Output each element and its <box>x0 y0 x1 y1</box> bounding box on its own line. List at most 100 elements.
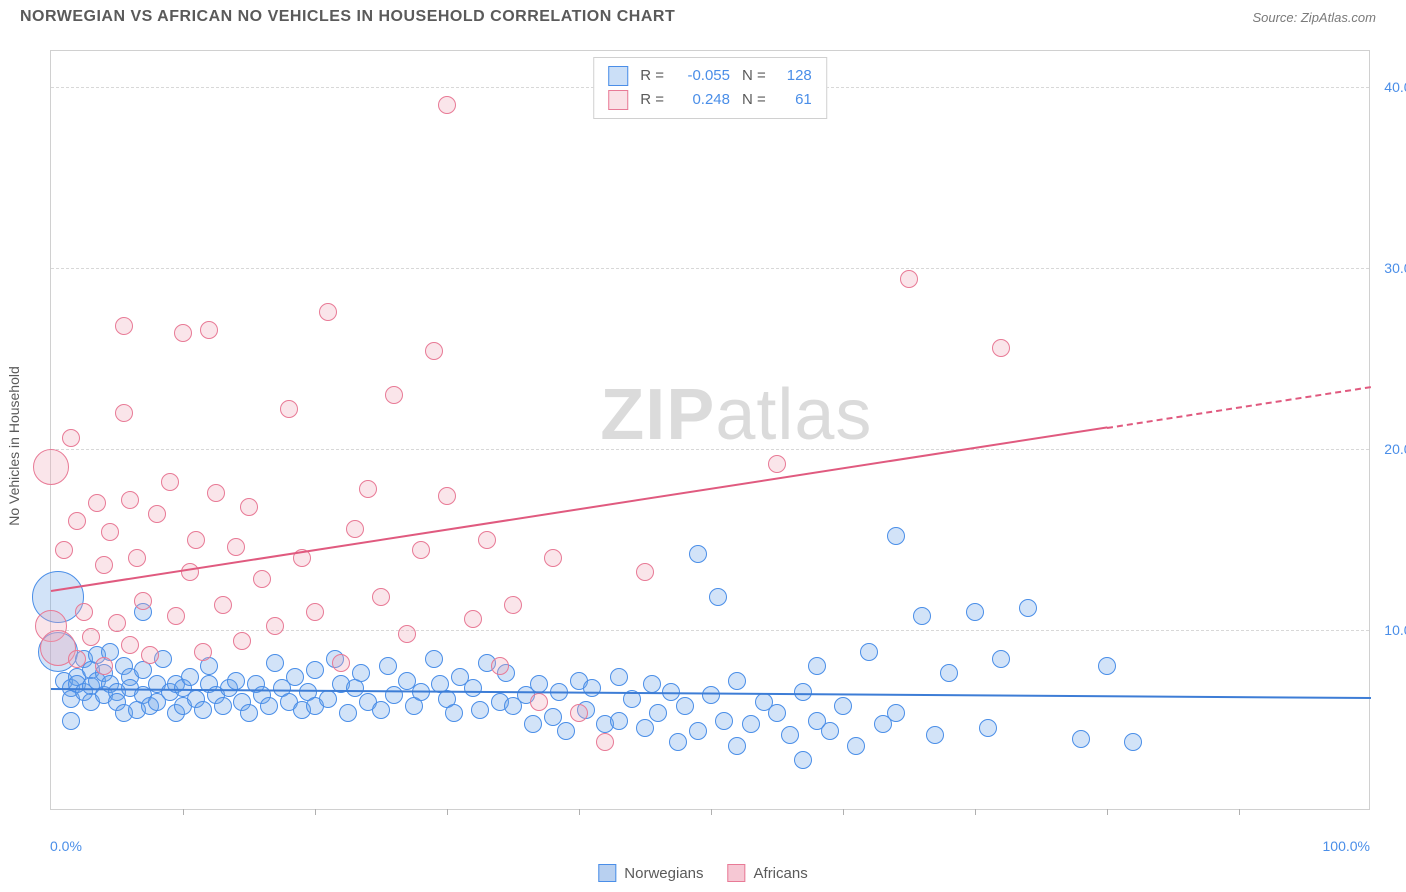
data-point <box>398 625 416 643</box>
data-point <box>610 712 628 730</box>
y-tick-label: 40.0% <box>1384 79 1406 95</box>
legend-row: R =-0.055N =128 <box>608 64 812 88</box>
legend-swatch <box>598 864 616 882</box>
data-point <box>676 697 694 715</box>
x-axis-min-label: 0.0% <box>50 838 82 854</box>
data-point <box>412 541 430 559</box>
series-legend-label: Norwegians <box>624 865 703 882</box>
data-point <box>240 498 258 516</box>
data-point <box>636 563 654 581</box>
y-axis-label: No Vehicles in Household <box>6 366 22 526</box>
data-point <box>940 664 958 682</box>
data-point <box>233 632 251 650</box>
x-tick <box>711 809 712 815</box>
data-point <box>689 722 707 740</box>
data-point <box>214 697 232 715</box>
grid-line <box>51 268 1369 269</box>
legend-swatch <box>608 66 628 86</box>
legend-r-value: 0.248 <box>676 88 730 112</box>
legend-n-label: N = <box>742 64 766 88</box>
data-point <box>438 487 456 505</box>
data-point <box>887 527 905 545</box>
data-point <box>900 270 918 288</box>
x-tick <box>579 809 580 815</box>
data-point <box>200 321 218 339</box>
data-point <box>524 715 542 733</box>
x-tick <box>1239 809 1240 815</box>
legend-swatch <box>608 90 628 110</box>
data-point <box>55 541 73 559</box>
data-point <box>359 480 377 498</box>
legend-n-label: N = <box>742 88 766 112</box>
data-point <box>913 607 931 625</box>
data-point <box>227 538 245 556</box>
y-tick-label: 10.0% <box>1384 622 1406 638</box>
data-point <box>280 400 298 418</box>
y-tick-label: 30.0% <box>1384 260 1406 276</box>
data-point <box>266 617 284 635</box>
data-point <box>148 505 166 523</box>
data-point <box>121 636 139 654</box>
data-point <box>596 733 614 751</box>
data-point <box>847 737 865 755</box>
legend-r-label: R = <box>640 64 664 88</box>
data-point <box>425 342 443 360</box>
data-point <box>88 494 106 512</box>
series-legend-label: Africans <box>754 865 808 882</box>
data-point <box>992 650 1010 668</box>
data-point <box>689 545 707 563</box>
data-point <box>544 708 562 726</box>
data-point <box>926 726 944 744</box>
data-point <box>887 704 905 722</box>
data-point <box>781 726 799 744</box>
data-point <box>181 563 199 581</box>
data-point <box>108 614 126 632</box>
data-point <box>834 697 852 715</box>
data-point <box>425 650 443 668</box>
legend-n-value: 128 <box>778 64 812 88</box>
grid-line <box>51 630 1369 631</box>
data-point <box>128 549 146 567</box>
data-point <box>167 607 185 625</box>
trend-line <box>1107 386 1371 429</box>
data-point <box>702 686 720 704</box>
data-point <box>979 719 997 737</box>
data-point <box>82 628 100 646</box>
data-point <box>174 324 192 342</box>
data-point <box>372 701 390 719</box>
data-point <box>33 449 69 485</box>
x-tick <box>183 809 184 815</box>
data-point <box>1098 657 1116 675</box>
x-tick <box>1107 809 1108 815</box>
data-point <box>1124 733 1142 751</box>
data-point <box>134 592 152 610</box>
data-point <box>445 704 463 722</box>
data-point <box>306 661 324 679</box>
data-point <box>352 664 370 682</box>
data-point <box>728 737 746 755</box>
data-point <box>491 657 509 675</box>
data-point <box>570 704 588 722</box>
data-point <box>649 704 667 722</box>
trend-line <box>51 427 1107 593</box>
data-point <box>187 531 205 549</box>
data-point <box>121 491 139 509</box>
y-tick-label: 20.0% <box>1384 441 1406 457</box>
data-point <box>966 603 984 621</box>
data-point <box>101 523 119 541</box>
data-point <box>68 650 86 668</box>
data-point <box>794 683 812 701</box>
data-point <box>95 657 113 675</box>
data-point <box>583 679 601 697</box>
x-tick <box>843 809 844 815</box>
data-point <box>530 693 548 711</box>
correlation-legend: R =-0.055N =128R =0.248N =61 <box>593 57 827 119</box>
data-point <box>68 512 86 530</box>
data-point <box>372 588 390 606</box>
data-point <box>385 686 403 704</box>
data-point <box>643 675 661 693</box>
plot-surface: 10.0%20.0%30.0%40.0% <box>51 51 1369 809</box>
data-point <box>669 733 687 751</box>
data-point <box>1072 730 1090 748</box>
data-point <box>715 712 733 730</box>
